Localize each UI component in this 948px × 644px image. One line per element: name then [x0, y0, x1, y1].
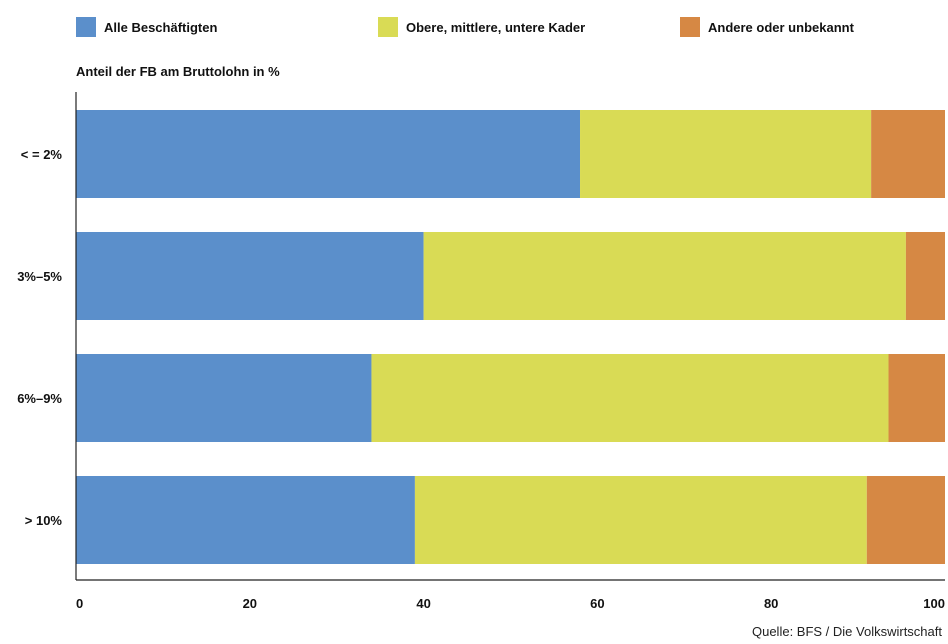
category-label: > 10%: [25, 513, 63, 528]
x-tick-labels: 0 20 40 60 80 100: [76, 596, 945, 611]
x-tick-label: 40: [416, 596, 430, 611]
legend-label: Andere oder unbekannt: [708, 20, 855, 35]
x-tick-label: 20: [243, 596, 257, 611]
chart-subtitle: Anteil der FB am Bruttolohn in %: [76, 64, 280, 79]
bar-segment: [866, 476, 945, 564]
category-label: 6%–9%: [17, 391, 62, 406]
bar-segment: [76, 232, 424, 320]
legend: Alle Beschäftigten Obere, mittlere, unter…: [76, 17, 855, 37]
bar-segment: [905, 232, 945, 320]
legend-swatch: [680, 17, 700, 37]
category-label: < = 2%: [21, 147, 63, 162]
bar-segment: [76, 110, 581, 198]
x-tick-label: 0: [76, 596, 83, 611]
bar-segment: [580, 110, 872, 198]
category-labels: < = 2% 3%–5% 6%–9% > 10%: [17, 147, 62, 528]
x-tick-label: 100: [923, 596, 945, 611]
bar-segment: [76, 354, 372, 442]
bar-segment: [423, 232, 906, 320]
bar-segment: [76, 476, 415, 564]
bars: [76, 110, 945, 564]
x-tick-label: 60: [590, 596, 604, 611]
source-note: Quelle: BFS / Die Volkswirtschaft: [752, 624, 942, 639]
bar-segment: [414, 476, 867, 564]
legend-label: Alle Beschäftigten: [104, 20, 217, 35]
bar-segment: [371, 354, 889, 442]
legend-swatch: [378, 17, 398, 37]
bar-segment: [888, 354, 945, 442]
category-label: 3%–5%: [17, 269, 62, 284]
legend-label: Obere, mittlere, untere Kader: [406, 20, 585, 35]
legend-swatch: [76, 17, 96, 37]
bar-segment: [871, 110, 945, 198]
x-tick-label: 80: [764, 596, 778, 611]
